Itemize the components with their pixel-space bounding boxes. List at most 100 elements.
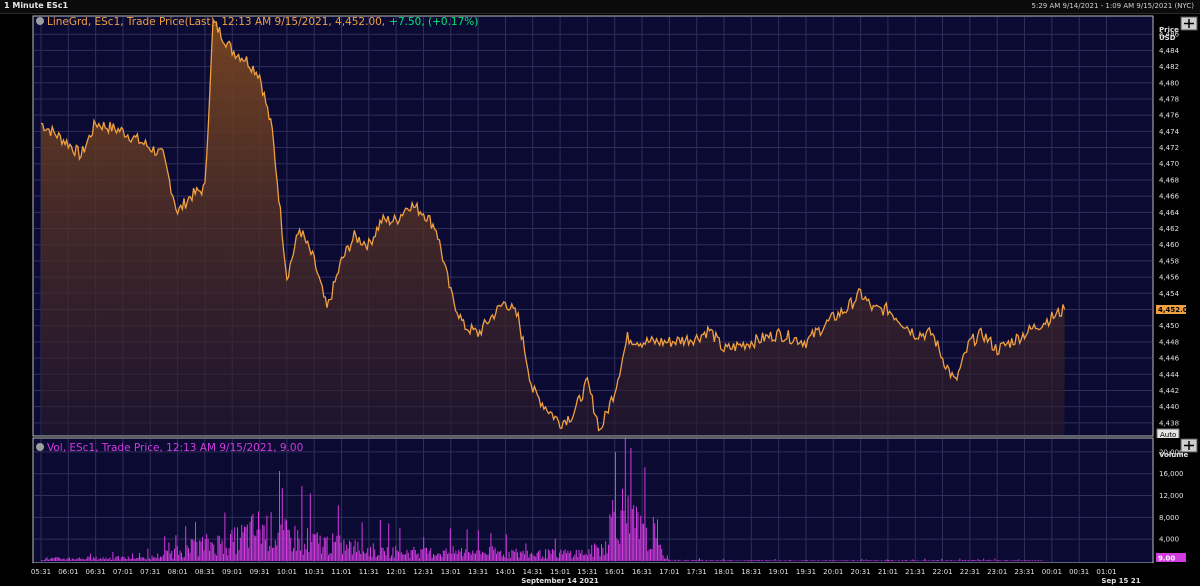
time-tick-label: 10:31 xyxy=(304,568,324,576)
volume-bar xyxy=(140,557,142,561)
volume-bar xyxy=(928,560,930,561)
volume-bar xyxy=(403,554,405,561)
volume-bar xyxy=(678,559,679,561)
volume-bar xyxy=(1022,560,1024,561)
volume-bar xyxy=(167,551,168,561)
volume-bar xyxy=(286,520,287,561)
price-tick-label: 4,478 xyxy=(1159,95,1179,103)
volume-bar xyxy=(923,560,924,561)
price-legend-icon[interactable] xyxy=(36,17,44,25)
time-tick-label: 23:31 xyxy=(1014,568,1034,576)
volume-bar xyxy=(41,560,42,561)
volume-bar xyxy=(832,560,833,561)
price-axis-title: Price xyxy=(1159,26,1179,34)
volume-bar xyxy=(297,530,299,561)
volume-bar xyxy=(64,559,66,561)
volume-axis-title: Volume xyxy=(1159,451,1189,459)
volume-bar xyxy=(983,558,985,561)
volume-bar xyxy=(57,557,59,561)
volume-bar xyxy=(914,560,916,561)
volume-bar xyxy=(806,560,808,561)
volume-bar xyxy=(615,451,616,561)
volume-bar xyxy=(633,505,635,561)
volume-bar xyxy=(409,558,411,561)
volume-bar xyxy=(440,554,441,561)
volume-bar xyxy=(497,551,499,561)
volume-bar xyxy=(356,552,357,561)
volume-bar xyxy=(519,551,521,561)
volume-tick-label: 12,000 xyxy=(1159,492,1184,500)
volume-bar xyxy=(552,549,553,561)
volume-bar xyxy=(945,560,947,561)
volume-bar xyxy=(423,537,425,561)
volume-bar xyxy=(762,560,763,561)
volume-bar xyxy=(85,558,87,561)
volume-bar xyxy=(976,560,978,561)
volume-bar xyxy=(45,558,47,561)
volume-bar xyxy=(451,553,453,561)
volume-bar xyxy=(917,560,919,561)
volume-bar xyxy=(146,559,147,561)
volume-bar xyxy=(567,550,569,561)
volume-bar xyxy=(573,556,574,561)
volume-bar xyxy=(164,536,166,561)
volume-bar xyxy=(455,550,457,561)
time-axis-ticks: 05:31 06:01 06:31 07:01 07:31 08:01 08:31 09:01… xyxy=(31,568,1117,576)
volume-bar xyxy=(237,527,238,561)
price-tick-label: 4,464 xyxy=(1159,209,1180,217)
volume-bar xyxy=(490,533,492,561)
volume-bar xyxy=(231,529,233,561)
volume-bar xyxy=(480,554,482,561)
volume-bar xyxy=(43,560,45,561)
volume-bar xyxy=(757,560,759,561)
price-line[interactable] xyxy=(40,17,1066,432)
volume-bar xyxy=(475,553,476,561)
volume-bar xyxy=(266,515,268,561)
volume-bar xyxy=(210,542,212,561)
time-tick-label: 11:31 xyxy=(359,568,379,576)
volume-bar xyxy=(73,558,75,561)
time-tick-label: 08:01 xyxy=(168,568,188,576)
volume-bar xyxy=(410,549,412,561)
volume-bar xyxy=(802,560,804,561)
volume-bar xyxy=(1004,560,1006,561)
volume-bar xyxy=(329,553,331,561)
volume-bar xyxy=(951,560,952,561)
volume-bar xyxy=(162,554,164,561)
volume-bar xyxy=(589,553,591,561)
volume-bar xyxy=(398,551,399,561)
volume-bar xyxy=(213,544,215,561)
volume-bar xyxy=(869,560,871,561)
volume-bar xyxy=(216,555,217,561)
volume-bar xyxy=(515,548,517,561)
volume-bar xyxy=(868,560,870,561)
volume-bar xyxy=(274,540,276,561)
volume-bar xyxy=(199,540,201,561)
volume-bar xyxy=(83,559,84,561)
volume-bar xyxy=(209,550,210,561)
time-axis[interactable]: 05:31 06:01 06:31 07:01 07:31 08:01 08:31 09:01… xyxy=(31,563,1153,586)
volume-bar xyxy=(532,554,534,561)
volume-bar xyxy=(675,559,677,561)
volume-bar xyxy=(479,550,481,561)
volume-bar xyxy=(759,560,761,561)
volume-bar xyxy=(249,521,251,561)
volume-legend-icon[interactable] xyxy=(36,443,44,451)
volume-bar xyxy=(262,524,264,561)
volume-bar xyxy=(435,555,437,561)
volume-bar xyxy=(638,539,640,561)
volume-bar xyxy=(692,560,693,561)
volume-bar xyxy=(701,559,703,561)
volume-bar xyxy=(697,559,699,561)
volume-bar xyxy=(183,556,185,561)
volume-bar xyxy=(244,526,245,561)
volume-bar xyxy=(385,555,387,561)
volume-bar xyxy=(829,560,831,561)
volume-bar xyxy=(71,558,73,561)
volume-bar xyxy=(736,560,738,561)
volume-bar xyxy=(245,527,247,561)
volume-bar xyxy=(673,560,675,561)
volume-bar xyxy=(853,560,854,561)
volume-bar xyxy=(720,560,721,561)
volume-bar xyxy=(851,560,853,561)
